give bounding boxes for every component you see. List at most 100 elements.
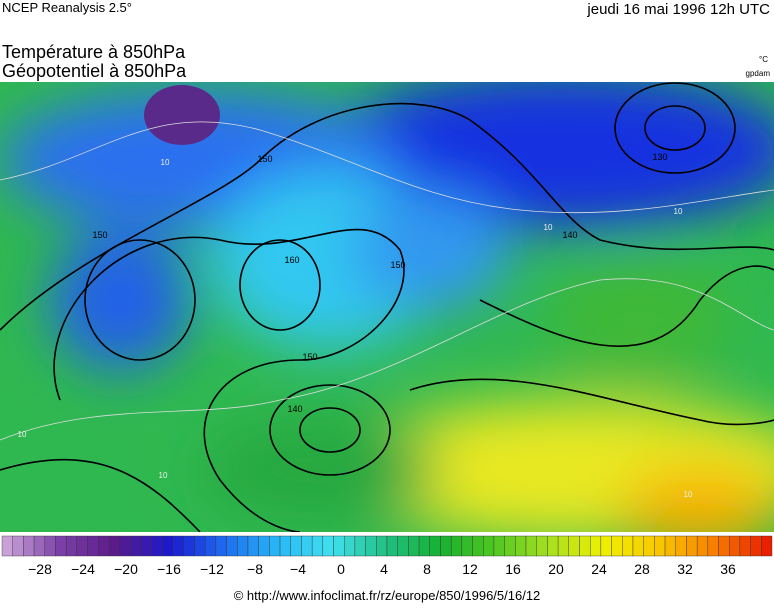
colorbar-swatch (98, 535, 110, 557)
colorbar-swatch (322, 535, 334, 557)
colorbar-label: 16 (505, 561, 521, 577)
colorbar-swatch (568, 535, 580, 557)
colorbar-swatch (333, 535, 345, 557)
footer: © http://www.infoclimat.fr/rz/europe/850… (234, 588, 541, 603)
colorbar-swatch (622, 535, 634, 557)
colorbar-label: 12 (462, 561, 478, 577)
colorbar-label: 20 (548, 561, 564, 577)
colorbar: −28 −24 −20 −16 −12 −8 −4 0 4 8 12 16 20 24 28 32 36 (1, 535, 773, 577)
colorbar-swatch (664, 535, 676, 557)
colorbar-swatch (579, 535, 591, 557)
date: jeudi 16 mai 1996 12h UTC (586, 1, 770, 18)
colorbar-swatch (525, 535, 537, 557)
colorbar-swatch (311, 535, 324, 557)
contour-label: 10 (18, 430, 27, 439)
colorbar-swatch (696, 535, 709, 557)
colorbar-label: −16 (157, 561, 181, 577)
colorbar-swatch (718, 535, 730, 557)
contour-labels: 150 150 160 150 150 140 140 130 10 10 10 10 10 10 (18, 152, 693, 499)
colorbar-swatch (408, 535, 420, 557)
colorbar-swatch (151, 535, 163, 557)
colorbar-swatch (140, 535, 152, 557)
colorbar-swatch (643, 535, 655, 557)
colorbar-swatch (589, 535, 602, 557)
colorbar-swatch (761, 535, 773, 557)
colorbar-swatch (119, 535, 131, 557)
colorbar-swatch (376, 535, 388, 557)
contour-label: 10 (159, 471, 168, 480)
colorbar-swatch (290, 535, 302, 557)
unit-geo: gpdam (746, 69, 771, 78)
colorbar-label: 4 (380, 561, 388, 577)
colorbar-swatch (1, 535, 13, 557)
colorbar-swatch (183, 535, 195, 557)
colorbar-swatch (215, 535, 227, 557)
colorbar-swatch (418, 535, 430, 557)
colorbar-swatch (226, 535, 238, 557)
colorbar-swatch (162, 535, 174, 557)
title-2: Géopotentiel à 850hPa (2, 61, 187, 81)
colorbar-swatch (632, 535, 644, 557)
colorbar-swatch (654, 535, 666, 557)
colorbar-swatch (279, 535, 291, 557)
colorbar-swatch (515, 535, 527, 557)
colorbar-swatch (429, 535, 441, 557)
colorbar-label: 0 (337, 561, 345, 577)
colorbar-swatch (354, 535, 366, 557)
source: NCEP Reanalysis 2.5° (2, 0, 132, 15)
map (0, 82, 774, 532)
colorbar-swatch (55, 535, 67, 557)
contour-label: 10 (161, 158, 170, 167)
colorbar-swatch (493, 535, 505, 557)
contour-label: 150 (257, 154, 272, 164)
colorbar-swatch (440, 535, 452, 557)
colorbar-label: −20 (114, 561, 138, 577)
contour-label: 10 (544, 223, 553, 232)
colorbar-swatch (686, 535, 698, 557)
colorbar-label: −4 (290, 561, 306, 577)
colorbar-swatch (344, 535, 356, 557)
colorbar-swatch (108, 535, 120, 557)
colorbar-swatch (301, 535, 313, 557)
colorbar-swatch (76, 535, 88, 557)
contour-label: 10 (674, 207, 683, 216)
colorbar-swatch (600, 535, 612, 557)
unit-temp: °C (759, 55, 768, 64)
contour-label: 140 (562, 230, 577, 240)
colorbar-swatch (675, 535, 687, 557)
colorbar-swatch (386, 535, 398, 557)
colorbar-swatch (130, 535, 142, 557)
colorbar-swatch (483, 535, 495, 557)
colorbar-swatch (269, 535, 281, 557)
colorbar-swatch (729, 535, 741, 557)
colorbar-swatch (87, 535, 99, 557)
colorbar-swatch (450, 535, 463, 557)
contour-label: 140 (287, 404, 302, 414)
colorbar-swatch (461, 535, 473, 557)
colorbar-label: 8 (423, 561, 431, 577)
colorbar-label: −24 (71, 561, 95, 577)
colorbar-swatch (557, 535, 570, 557)
colorbar-swatch (23, 535, 35, 557)
colorbar-label: −8 (247, 561, 263, 577)
colorbar-swatch (707, 535, 719, 557)
colorbar-swatch (611, 535, 623, 557)
colorbar-swatch (172, 535, 185, 557)
contour-label: 150 (92, 230, 107, 240)
contour-label: 150 (390, 260, 405, 270)
colorbar-label: −12 (200, 561, 224, 577)
colorbar-swatch (12, 535, 24, 557)
colorbar-swatch (547, 535, 559, 557)
colorbar-swatch (44, 535, 56, 557)
colorbar-swatch (33, 535, 45, 557)
contour-label: 160 (284, 255, 299, 265)
colorbar-label: 32 (677, 561, 693, 577)
colorbar-swatch (504, 535, 516, 557)
title-1: Température à 850hPa (2, 42, 186, 62)
contour-label: 10 (684, 490, 693, 499)
contour-label: 150 (302, 352, 317, 362)
colorbar-swatch (397, 535, 409, 557)
colorbar-swatch (472, 535, 484, 557)
colorbar-swatch (258, 535, 270, 557)
colorbar-label: 36 (720, 561, 736, 577)
